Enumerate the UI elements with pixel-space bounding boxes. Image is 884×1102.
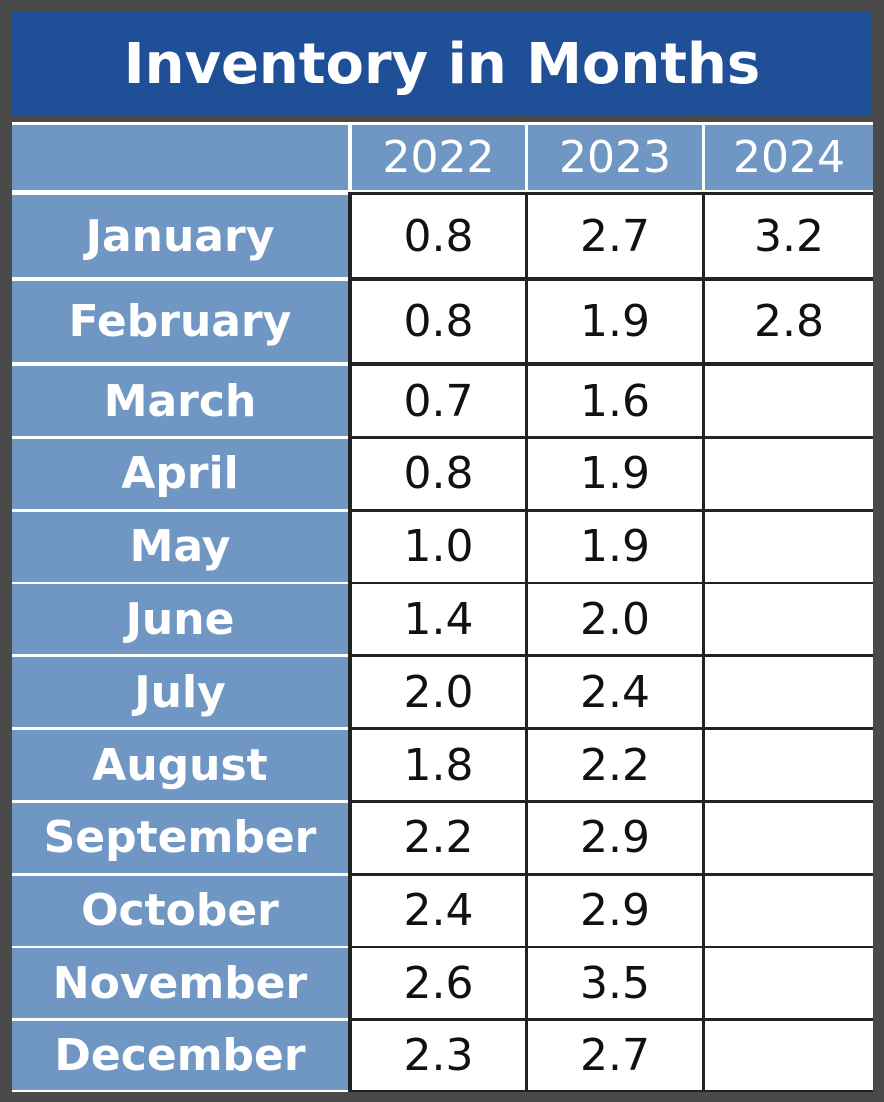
row-label: June [12,584,348,655]
empty-cell [705,730,873,800]
row-label: May [12,511,348,582]
column-header: 2022 [352,125,525,190]
row-label: January [12,195,348,277]
value-cell: 1.9 [528,281,702,362]
value-cell: 2.3 [352,1021,525,1090]
row-label: August [12,730,348,800]
empty-cell [705,438,873,509]
value-cell: 2.4 [528,657,702,728]
empty-cell [705,802,873,873]
value-cell: 2.7 [528,1021,702,1090]
value-cell: 3.2 [705,195,873,277]
value-cell: 1.6 [528,366,702,436]
empty-cell [705,875,873,946]
empty-cell [705,948,873,1019]
value-cell: 2.2 [528,730,702,800]
empty-cell [705,511,873,582]
column-header: 2024 [705,125,873,190]
value-cell: 2.6 [352,948,525,1019]
column-header: 2023 [528,125,702,190]
value-cell: 1.0 [352,511,525,582]
empty-cell [705,366,873,436]
value-cell: 0.8 [352,281,525,362]
row-label: October [12,875,348,946]
value-cell: 2.2 [352,802,525,873]
value-cell: 2.4 [352,875,525,946]
value-cell: 0.8 [352,438,525,509]
empty-cell [705,584,873,655]
table-title: Inventory in Months [12,12,872,116]
value-cell: 1.9 [528,511,702,582]
row-label: February [12,281,348,362]
header-corner [12,125,348,190]
row-label: December [12,1021,348,1090]
value-cell: 2.0 [528,584,702,655]
value-cell: 0.7 [352,366,525,436]
row-label: April [12,438,348,509]
value-cell: 2.7 [528,195,702,277]
row-label: July [12,657,348,728]
empty-cell [705,657,873,728]
row-label: March [12,366,348,436]
value-cell: 3.5 [528,948,702,1019]
value-cell: 0.8 [352,195,525,277]
value-cell: 2.9 [528,875,702,946]
empty-cell [705,1021,873,1090]
value-cell: 1.4 [352,584,525,655]
value-cell: 2.9 [528,802,702,873]
row-label: September [12,802,348,873]
value-cell: 2.8 [705,281,873,362]
value-cell: 1.8 [352,730,525,800]
value-cell: 2.0 [352,657,525,728]
value-cell: 1.9 [528,438,702,509]
row-label: November [12,948,348,1019]
